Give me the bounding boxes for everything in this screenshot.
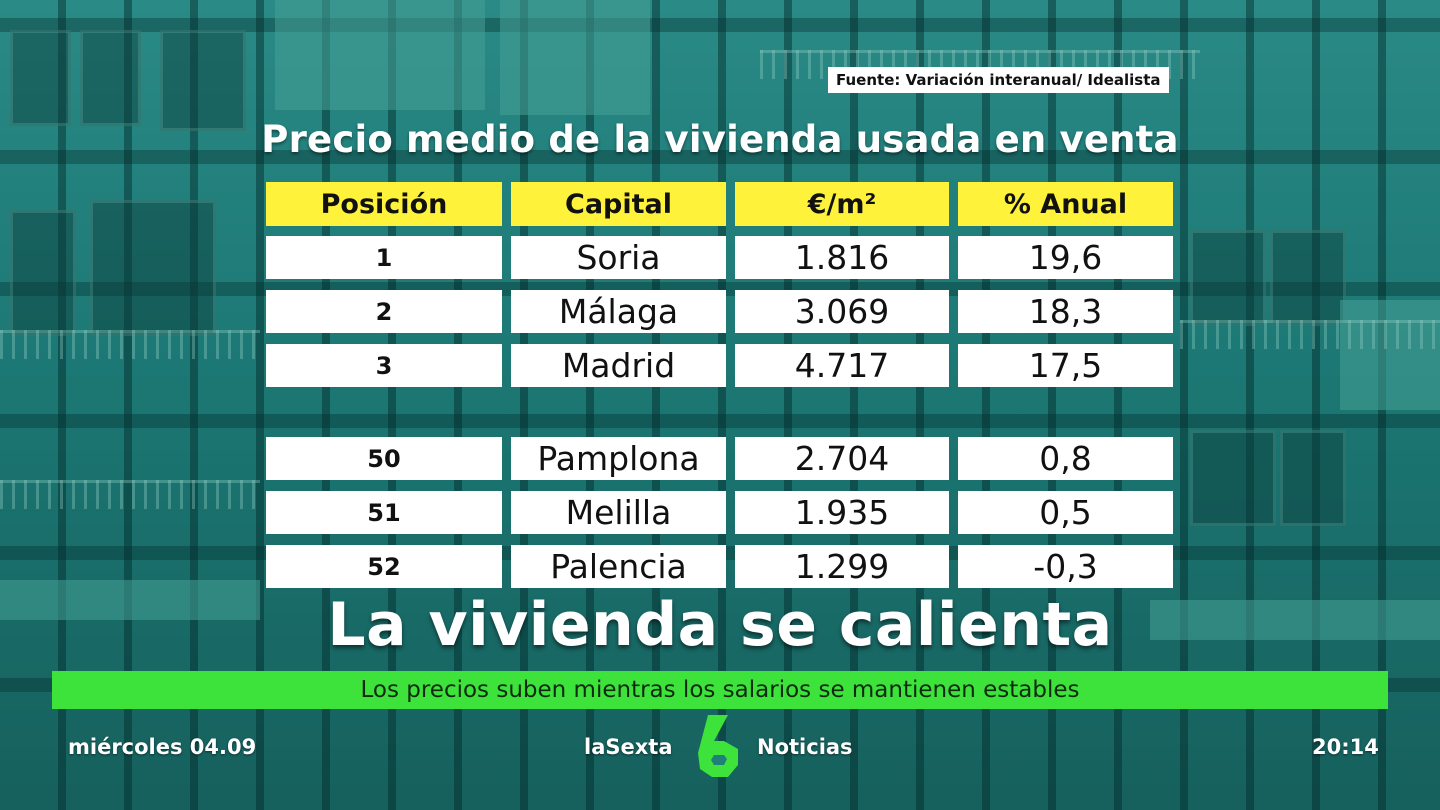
table-cell-annual: 0,8 [958, 437, 1173, 480]
bg-railing [0, 330, 260, 359]
table-cell-price: 1.816 [735, 236, 949, 279]
table-cell-annual: 19,6 [958, 236, 1173, 279]
table-cell-price: 3.069 [735, 290, 949, 333]
bg-window [160, 30, 246, 131]
table-cell-position: 52 [266, 545, 502, 588]
source-label: Fuente: Variación interanual/ Idealista [828, 67, 1169, 93]
bg-awning [500, 0, 650, 115]
bg-window [1270, 230, 1346, 326]
table-cell-position: 1 [266, 236, 502, 279]
table-cell-capital: Málaga [511, 290, 726, 333]
bg-window [1190, 230, 1266, 326]
bg-window [80, 30, 141, 126]
table-cell-capital: Madrid [511, 344, 726, 387]
lasexta-6-logo-icon [698, 715, 738, 777]
table-cell-price: 2.704 [735, 437, 949, 480]
chart-title: Precio medio de la vivienda usada en ven… [261, 118, 1179, 161]
table-cell-position: 2 [266, 290, 502, 333]
bg-railing [1180, 320, 1440, 349]
table-cell-annual: 0,5 [958, 491, 1173, 534]
bg-window [10, 30, 71, 126]
bg-window [1190, 430, 1276, 526]
table-cell-price: 4.717 [735, 344, 949, 387]
header-position: Posición [266, 182, 502, 226]
brand-noticias: Noticias [757, 735, 853, 759]
subtitle-bar: Los precios suben mientras los salarios … [52, 671, 1388, 709]
bg-awning [275, 0, 485, 110]
bg-railing [0, 480, 260, 509]
table-cell-position: 3 [266, 344, 502, 387]
time-label: 20:14 [1312, 735, 1379, 759]
bg-window [90, 200, 216, 336]
date-label: miércoles 04.09 [68, 735, 257, 759]
table-cell-capital: Palencia [511, 545, 726, 588]
table-cell-position: 51 [266, 491, 502, 534]
table-cell-capital: Melilla [511, 491, 726, 534]
bg-awning [1340, 300, 1440, 410]
headline: La vivienda se calienta [327, 590, 1113, 660]
table-cell-price: 1.935 [735, 491, 949, 534]
header-price: €/m² [735, 182, 949, 226]
brand-lasexta: laSexta [584, 735, 673, 759]
bg-window [10, 210, 76, 336]
table-cell-capital: Pamplona [511, 437, 726, 480]
header-capital: Capital [511, 182, 726, 226]
bg-awning [1150, 600, 1440, 640]
header-annual: % Anual [958, 182, 1173, 226]
table-cell-annual: 18,3 [958, 290, 1173, 333]
table-cell-price: 1.299 [735, 545, 949, 588]
table-cell-capital: Soria [511, 236, 726, 279]
table-cell-annual: -0,3 [958, 545, 1173, 588]
table-cell-annual: 17,5 [958, 344, 1173, 387]
bg-awning [0, 580, 260, 620]
table-cell-position: 50 [266, 437, 502, 480]
bg-window [1280, 430, 1346, 526]
